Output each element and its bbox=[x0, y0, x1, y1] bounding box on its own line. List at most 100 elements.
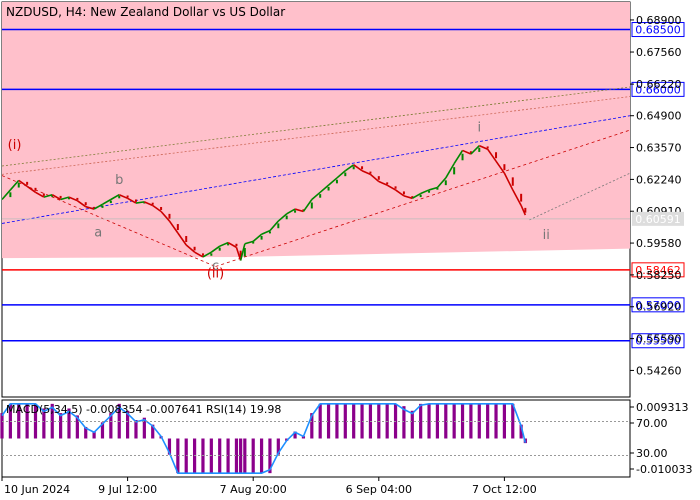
price-candle bbox=[252, 241, 255, 244]
price-segment bbox=[202, 251, 212, 258]
time-tick-label: 10 Jun 2024 bbox=[4, 483, 70, 496]
price-segment bbox=[503, 172, 514, 191]
price-segment bbox=[68, 196, 78, 202]
level-tag bbox=[631, 333, 685, 349]
time-tick-label: 7 Oct 12:00 bbox=[472, 483, 537, 496]
price-candle bbox=[511, 177, 514, 186]
price-segment bbox=[319, 184, 330, 193]
trend-line bbox=[1, 115, 631, 224]
price-tick-label: 0.67560 bbox=[636, 46, 682, 59]
rsi-line bbox=[1, 403, 527, 474]
price-candle bbox=[151, 202, 154, 205]
price-candle bbox=[193, 246, 196, 251]
price-candle bbox=[319, 194, 322, 198]
price-tick-label: 0.68900 bbox=[636, 14, 682, 27]
price-segment bbox=[478, 144, 488, 150]
price-segment bbox=[470, 145, 480, 155]
chart-title: NZDUSD, H4: New Zealand Dollar vs US Dol… bbox=[6, 5, 285, 19]
price-candle bbox=[486, 146, 489, 149]
price-candle bbox=[436, 187, 439, 190]
trend-line bbox=[1, 175, 216, 267]
macd-bar bbox=[109, 413, 113, 439]
time-tick-label: 9 Jul 12:00 bbox=[98, 483, 157, 496]
price-candle bbox=[411, 196, 414, 199]
price-candle bbox=[520, 193, 523, 202]
macd-bar bbox=[126, 410, 130, 439]
macd-bar bbox=[502, 403, 506, 439]
level-tag bbox=[631, 22, 685, 38]
price-segment bbox=[76, 200, 87, 208]
price-segment bbox=[453, 149, 464, 165]
price-segment bbox=[344, 164, 355, 172]
indicator-tick-label: 0.009313 bbox=[636, 401, 689, 414]
price-segment bbox=[85, 205, 95, 210]
macd-bar bbox=[301, 436, 306, 439]
price-segment bbox=[239, 243, 246, 261]
price-tick-label: 0.62240 bbox=[636, 173, 682, 186]
macd-bar bbox=[444, 403, 448, 439]
price-candle bbox=[126, 195, 129, 198]
price-segment bbox=[144, 201, 154, 207]
zone-fill bbox=[2, 2, 630, 259]
macd-bar bbox=[326, 403, 331, 439]
price-segment bbox=[227, 241, 237, 249]
indicator-tick-label: 70.00 bbox=[636, 417, 668, 430]
trend-lines bbox=[1, 86, 631, 267]
price-candle bbox=[17, 182, 20, 188]
price-candle bbox=[67, 197, 70, 200]
price-candle bbox=[361, 166, 364, 170]
level-tag-label: 0.68500 bbox=[635, 24, 681, 37]
price-segment bbox=[302, 199, 313, 212]
price-segment bbox=[210, 245, 221, 253]
price-candle bbox=[160, 206, 163, 210]
price-candle bbox=[176, 224, 179, 231]
macd-bar bbox=[239, 438, 243, 474]
price-segment bbox=[520, 205, 527, 216]
wave-label: c bbox=[212, 259, 219, 274]
macd-bar bbox=[50, 403, 54, 439]
macd-bar bbox=[226, 438, 230, 474]
macd-bar bbox=[176, 438, 180, 474]
price-candle bbox=[109, 200, 112, 204]
price-segment bbox=[177, 232, 187, 246]
price-candle bbox=[51, 194, 54, 197]
price-segment bbox=[486, 148, 497, 162]
price-candle bbox=[218, 247, 221, 251]
price-segment bbox=[110, 194, 120, 201]
macd-bar bbox=[42, 408, 46, 439]
price-segment bbox=[336, 170, 346, 179]
price-segment bbox=[386, 184, 396, 191]
indicator-series bbox=[0, 403, 630, 474]
price-candle bbox=[34, 187, 37, 191]
level-tag bbox=[631, 297, 685, 313]
indicator-axis: 0.009313 70.00 30.00 -0.010033 bbox=[630, 401, 692, 476]
macd-bar bbox=[419, 403, 423, 439]
price-candle bbox=[201, 253, 204, 256]
macd-bar bbox=[410, 410, 414, 439]
price-candle bbox=[402, 191, 405, 195]
macd-bar bbox=[59, 413, 63, 439]
price-segment bbox=[252, 233, 263, 243]
macd-bar bbox=[293, 431, 297, 439]
price-segment bbox=[60, 196, 70, 201]
price-candle bbox=[428, 190, 431, 193]
price-tick-label: 0.54260 bbox=[636, 364, 682, 377]
price-segment bbox=[428, 186, 438, 191]
time-axis: 10 Jun 2024 9 Jul 12:00 7 Aug 20:00 6 Sep 0… bbox=[1, 477, 537, 496]
macd-bar bbox=[100, 422, 105, 439]
price-segment bbox=[277, 213, 288, 222]
trend-line bbox=[215, 129, 631, 267]
macd-bar bbox=[427, 403, 431, 439]
price-segment bbox=[512, 189, 522, 206]
macd-bar bbox=[310, 413, 314, 439]
price-candle bbox=[235, 243, 238, 247]
macd-bar bbox=[134, 420, 138, 439]
price-segment bbox=[185, 244, 196, 253]
current-price-tag bbox=[632, 211, 684, 226]
price-candle bbox=[9, 192, 12, 198]
price-segment bbox=[286, 208, 296, 215]
level-tag-label: 0.57000 bbox=[635, 299, 681, 312]
price-segment bbox=[93, 203, 103, 210]
price-segment bbox=[403, 195, 413, 200]
